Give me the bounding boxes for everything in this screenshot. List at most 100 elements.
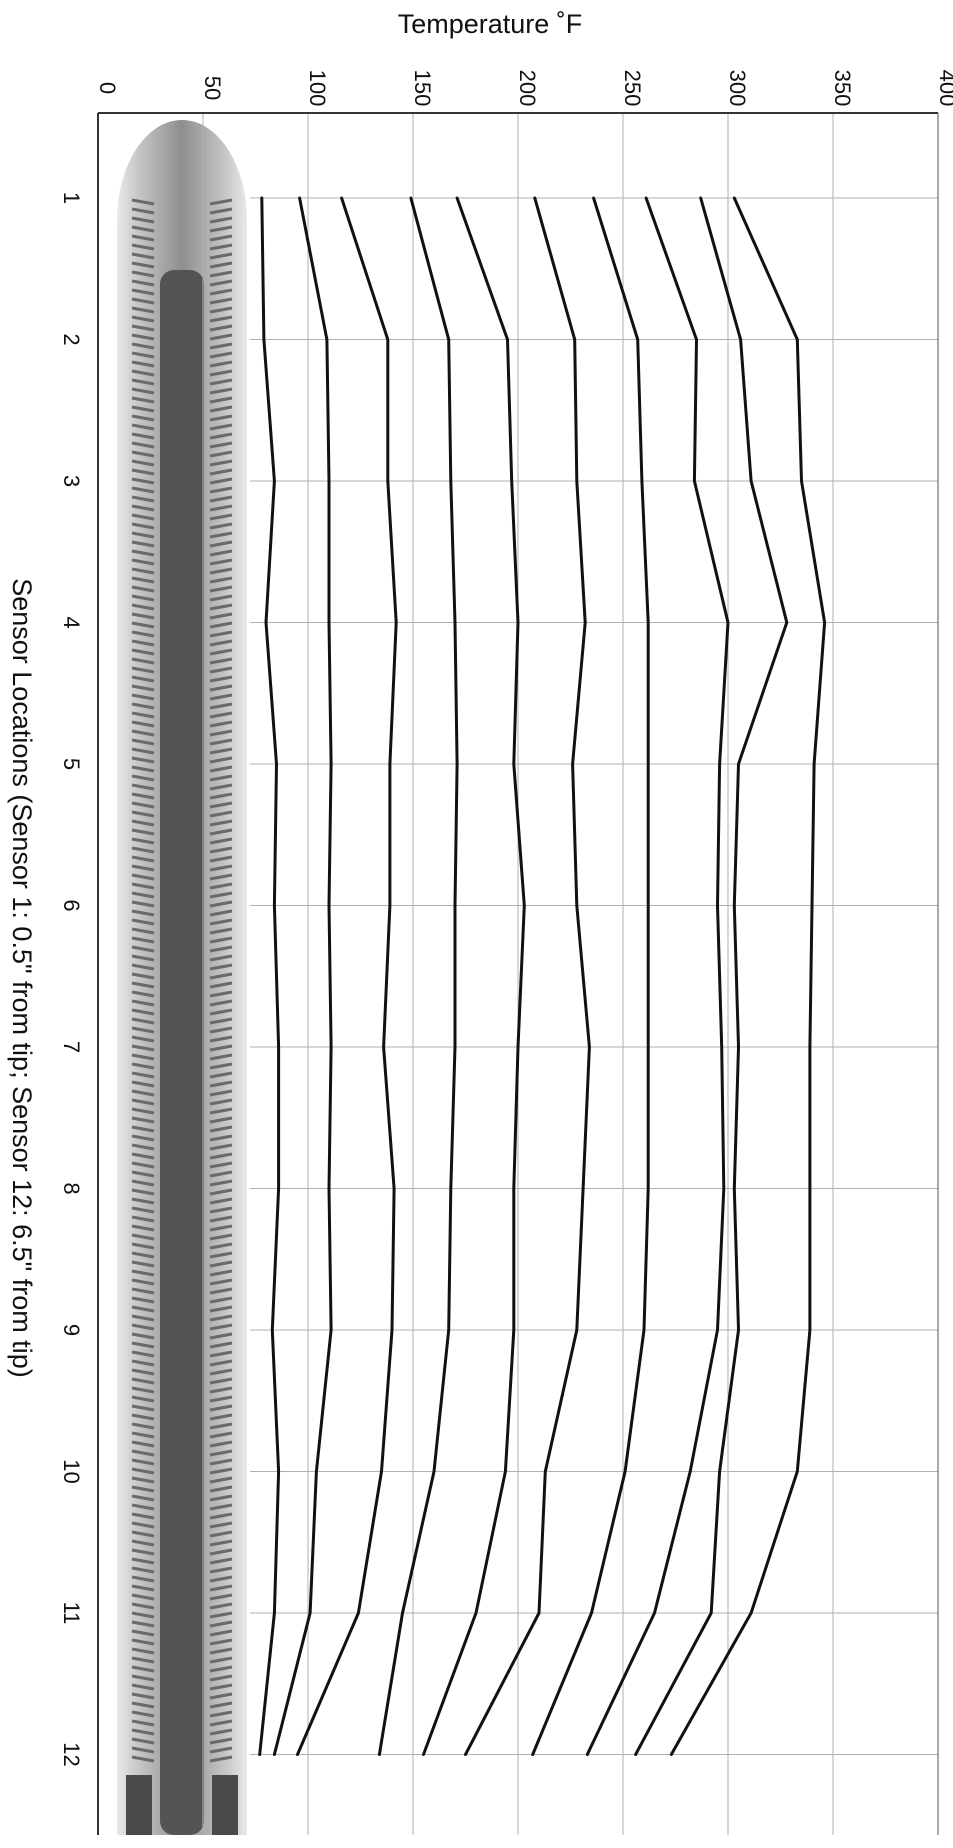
- probe-coil-turn: [209, 1377, 233, 1385]
- probe-coil-turn: [209, 504, 233, 512]
- probe-coil-turn: [131, 792, 155, 800]
- probe-coil-turn: [131, 999, 155, 1007]
- temperature-tick-label: 50: [200, 76, 225, 100]
- probe-coil-turn: [209, 1467, 233, 1475]
- probe-coil-turn: [131, 1728, 155, 1736]
- probe-coil-turn: [209, 1350, 233, 1358]
- probe-coil-turn: [209, 1395, 233, 1403]
- probe-coil-turn: [209, 495, 233, 503]
- probe-coil-turn: [209, 1179, 233, 1187]
- probe-coil-turn: [209, 531, 233, 539]
- probe-coil-turn: [131, 1377, 155, 1385]
- probe-coil-turn: [131, 648, 155, 656]
- probe-coil-turn: [209, 639, 233, 647]
- probe-coil-turn: [131, 1242, 155, 1250]
- probe-coil-turn: [131, 279, 155, 287]
- probe-coil-turn: [209, 747, 233, 755]
- probe-coil-turn: [209, 1278, 233, 1286]
- probe-coil-turn: [131, 414, 155, 422]
- probe-coil-turn: [209, 774, 233, 782]
- probe-coil-turn: [209, 1260, 233, 1268]
- probe-coil-turn: [131, 324, 155, 332]
- temperature-tick-label: 350: [830, 70, 855, 107]
- probe-coil-turn: [209, 1449, 233, 1457]
- probe-coil-turn: [131, 1413, 155, 1421]
- probe-coil-turn: [209, 612, 233, 620]
- y-axis-title: Temperature ˚F: [398, 9, 583, 39]
- probe-coil-turn: [209, 279, 233, 287]
- probe-coil-turn: [209, 1143, 233, 1151]
- probe-coil-turn: [209, 387, 233, 395]
- probe-coil-turn: [209, 1422, 233, 1430]
- probe-coil-turn: [131, 990, 155, 998]
- axes: [97, 112, 939, 1835]
- probe-core: [160, 270, 204, 1835]
- probe-coil-turn: [131, 1188, 155, 1196]
- probe-coil-turn: [209, 477, 233, 485]
- probe-coil-turn: [131, 666, 155, 674]
- probe-coil-turn: [209, 1224, 233, 1232]
- probe-coil-turn: [131, 693, 155, 701]
- probe-coil-turn: [131, 1017, 155, 1025]
- probe-coil-turn: [209, 1116, 233, 1124]
- probe-coil-turn: [209, 1089, 233, 1097]
- probe-coil-turn: [209, 486, 233, 494]
- probe-coil-turn: [131, 531, 155, 539]
- probe-coil-turn: [131, 1359, 155, 1367]
- probe-coil-turn: [131, 306, 155, 314]
- probe-coil-turn: [131, 1350, 155, 1358]
- probe-coil-turn: [131, 1566, 155, 1574]
- probe-coil-turn: [131, 621, 155, 629]
- probe-coil-turn: [131, 909, 155, 917]
- probe-coil-turn: [131, 1656, 155, 1664]
- probe-coil-turn: [131, 576, 155, 584]
- probe-coil-turn: [209, 423, 233, 431]
- probe-coil-turn: [209, 1746, 233, 1754]
- probe-coil-turn: [131, 1431, 155, 1439]
- probe-coil-turn: [131, 567, 155, 575]
- probe-coil-turn: [131, 1395, 155, 1403]
- probe-coil-turn: [131, 1629, 155, 1637]
- probe-coil-turn: [131, 1125, 155, 1133]
- sensor-tick-label: 6: [59, 899, 84, 911]
- probe-coil-turn: [131, 1404, 155, 1412]
- probe-coil-turn: [209, 1161, 233, 1169]
- probe-coil-turn: [209, 1710, 233, 1718]
- sensor-tick-label: 12: [59, 1742, 84, 1766]
- probe-coil-turn: [209, 1602, 233, 1610]
- probe-coil-turn: [209, 585, 233, 593]
- probe-coil-turn: [209, 972, 233, 980]
- probe-coil-turn: [131, 1260, 155, 1268]
- probe-coil-turn: [131, 1080, 155, 1088]
- probe-coil-turn: [209, 1593, 233, 1601]
- probe-coil-turn: [131, 396, 155, 404]
- probe-coil-turn: [209, 342, 233, 350]
- probe-coil-turn: [209, 765, 233, 773]
- probe-coil-turn: [131, 1314, 155, 1322]
- probe-coil-turn: [131, 216, 155, 224]
- probe-coil-turn: [131, 234, 155, 242]
- probe-coil-turn: [131, 1746, 155, 1754]
- probe-coil-turn: [131, 981, 155, 989]
- probe-coil-turn: [131, 1035, 155, 1043]
- probe-coil-turn: [131, 711, 155, 719]
- series-line-8: [585, 196, 730, 1756]
- sensor-tick-label: 10: [59, 1459, 84, 1483]
- probe-coil-turn: [131, 1638, 155, 1646]
- probe-coil-turn: [209, 1296, 233, 1304]
- probe-coil-turn: [131, 504, 155, 512]
- probe-coil-turn: [209, 1404, 233, 1412]
- probe-coil-turn: [131, 1701, 155, 1709]
- probe-coil-turn: [209, 819, 233, 827]
- probe-coil-turn: [209, 1152, 233, 1160]
- probe-coil-turn: [131, 1386, 155, 1394]
- probe-coil-turn: [209, 1170, 233, 1178]
- probe-coil-turn: [209, 405, 233, 413]
- probe-coil-turn: [131, 720, 155, 728]
- probe-coil-turn: [209, 1206, 233, 1214]
- probe-coil-turn: [209, 1341, 233, 1349]
- probe-coil-turn: [131, 207, 155, 215]
- probe-coil-turn: [209, 414, 233, 422]
